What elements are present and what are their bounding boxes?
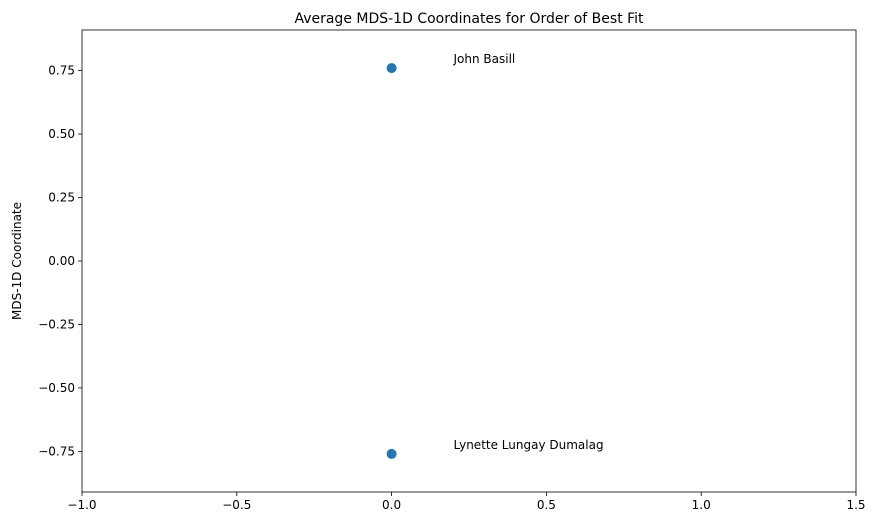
y-tick-label: 0.75 xyxy=(48,64,75,78)
point-annotation: Lynette Lungay Dumalag xyxy=(454,438,604,452)
x-axis: −1.0 −0.5 0.0 0.5 1.0 1.5 xyxy=(67,492,866,512)
y-tick-label: −0.25 xyxy=(38,317,75,331)
x-tick-label: 0.5 xyxy=(537,498,556,512)
x-tick-label: 0.0 xyxy=(382,498,401,512)
y-tick-label: −0.75 xyxy=(38,444,75,458)
point-annotation: John Basill xyxy=(453,52,516,66)
x-tick-label: 1.5 xyxy=(846,498,865,512)
y-axis: 0.75 0.50 0.25 0.00 −0.25 −0.50 −0.75 xyxy=(38,64,82,458)
data-points xyxy=(386,63,397,459)
scatter-point xyxy=(386,63,397,74)
y-tick-label: 0.00 xyxy=(48,254,75,268)
plot-area xyxy=(81,29,857,493)
x-tick-label: −0.5 xyxy=(222,498,251,512)
y-tick-label: 0.25 xyxy=(48,191,75,205)
annotations: John Basill Lynette Lungay Dumalag xyxy=(453,52,604,452)
y-axis-label: MDS-1D Coordinate xyxy=(10,202,24,320)
x-tick-label: 1.0 xyxy=(692,498,711,512)
y-tick-label: −0.50 xyxy=(38,381,75,395)
y-tick-label: 0.50 xyxy=(48,127,75,141)
scatter-point xyxy=(386,448,397,459)
x-tick-label: −1.0 xyxy=(67,498,96,512)
chart-title: Average MDS-1D Coordinates for Order of … xyxy=(294,11,644,27)
